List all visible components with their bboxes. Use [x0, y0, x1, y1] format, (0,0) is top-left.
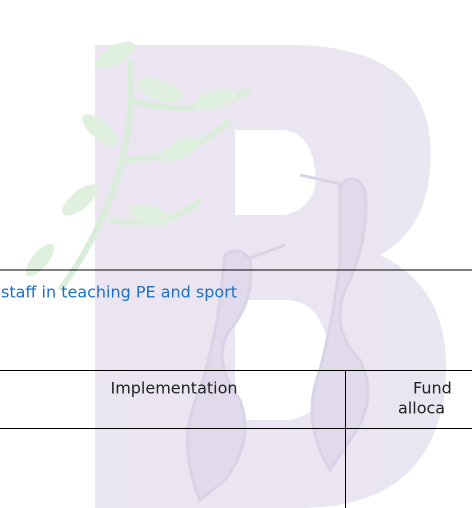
watermark-heron [299, 173, 370, 473]
watermark-letter [95, 45, 447, 508]
table-header: Implementation [110, 379, 237, 398]
table [0, 370, 472, 508]
table-header: Fund [413, 379, 452, 398]
watermark-heron [186, 243, 286, 503]
watermark [25, 41, 447, 508]
section-heading: staff in teaching PE and sport [1, 283, 237, 302]
watermark-leaves [25, 41, 237, 277]
table-header: alloca [398, 399, 445, 418]
